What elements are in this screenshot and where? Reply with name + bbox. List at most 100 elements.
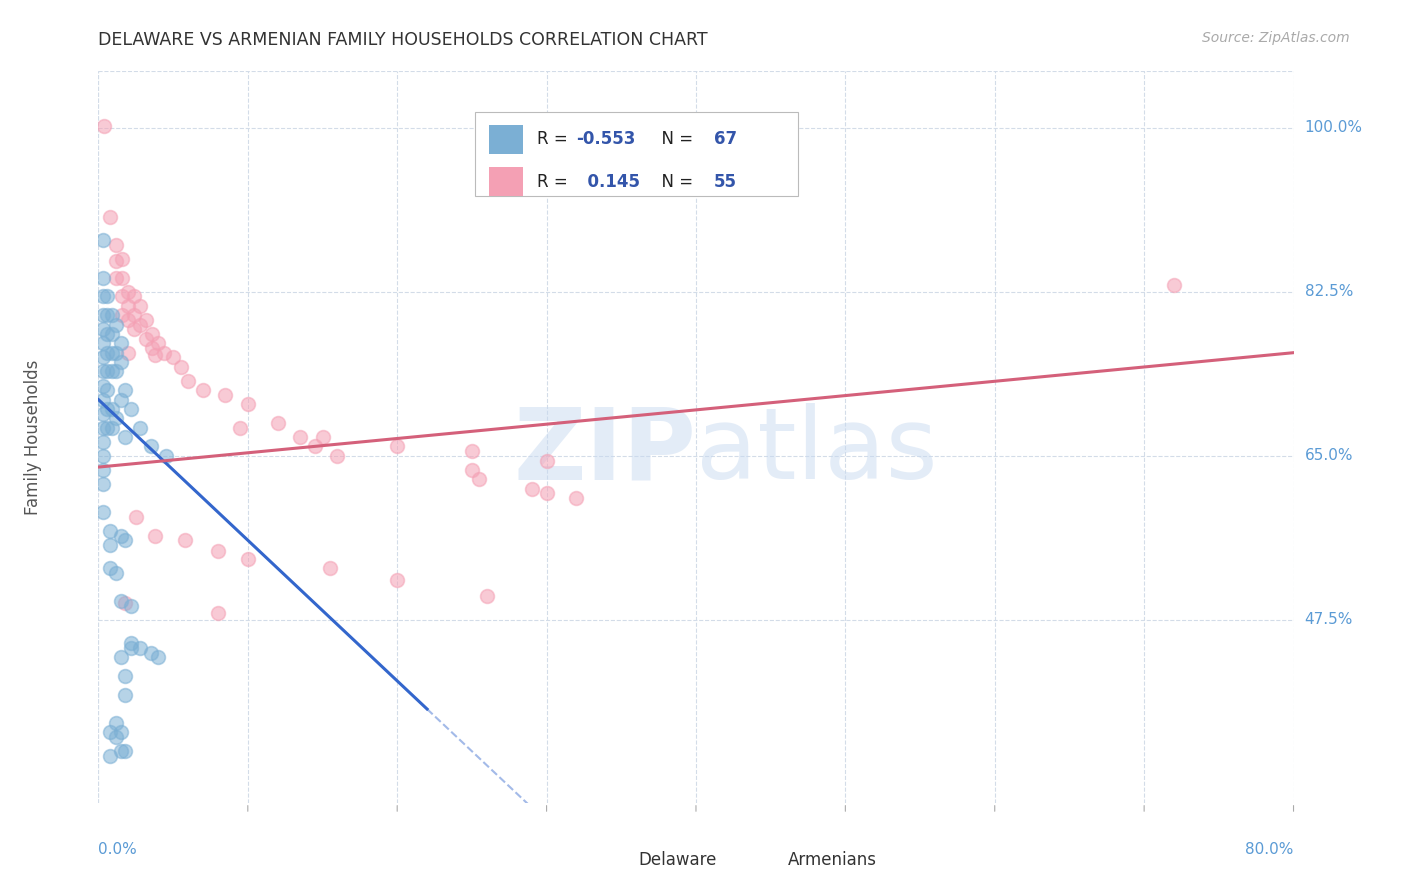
Point — [129, 641, 152, 656]
Point — [207, 607, 229, 621]
Text: Source: ZipAtlas.com: Source: ZipAtlas.com — [1202, 31, 1350, 45]
Point — [101, 364, 124, 378]
Text: ZIP: ZIP — [513, 403, 696, 500]
FancyBboxPatch shape — [489, 125, 523, 154]
Text: 0.145: 0.145 — [576, 173, 641, 191]
FancyBboxPatch shape — [595, 847, 624, 872]
Point — [101, 326, 124, 341]
Point — [461, 463, 484, 477]
Point — [124, 322, 146, 336]
Point — [129, 420, 152, 434]
Point — [101, 345, 124, 359]
Point — [229, 420, 252, 434]
Point — [319, 561, 342, 575]
Point — [111, 308, 134, 322]
Point — [114, 383, 136, 397]
Point — [114, 596, 136, 610]
Point — [114, 669, 136, 683]
Point — [385, 440, 409, 454]
Point — [110, 725, 132, 739]
Point — [91, 407, 114, 421]
Point — [191, 383, 214, 397]
Point — [120, 641, 142, 656]
Point — [91, 351, 114, 365]
Point — [214, 388, 236, 402]
Point — [385, 573, 409, 587]
Point — [105, 270, 128, 285]
Point — [120, 599, 142, 613]
Point — [520, 482, 543, 496]
Point — [111, 252, 134, 266]
Point — [105, 716, 128, 731]
Point — [91, 270, 114, 285]
Point — [96, 326, 118, 341]
Point — [536, 453, 558, 467]
Point — [105, 345, 128, 359]
Text: DELAWARE VS ARMENIAN FAMILY HOUSEHOLDS CORRELATION CHART: DELAWARE VS ARMENIAN FAMILY HOUSEHOLDS C… — [98, 31, 709, 49]
Point — [96, 383, 118, 397]
FancyBboxPatch shape — [489, 167, 523, 196]
Text: atlas: atlas — [696, 403, 938, 500]
Point — [111, 270, 134, 285]
Point — [91, 364, 114, 378]
Text: 55: 55 — [714, 173, 737, 191]
Point — [141, 341, 163, 355]
Point — [111, 289, 134, 303]
Point — [91, 322, 114, 336]
Point — [236, 397, 259, 411]
Point — [124, 308, 146, 322]
Point — [105, 364, 128, 378]
Point — [110, 355, 132, 369]
Point — [91, 289, 114, 303]
Text: 0.0%: 0.0% — [98, 842, 138, 856]
Point — [101, 308, 124, 322]
Point — [155, 449, 177, 463]
Point — [91, 420, 114, 434]
Point — [110, 336, 132, 351]
Point — [105, 237, 128, 252]
Point — [93, 119, 115, 133]
Point — [139, 646, 162, 660]
FancyBboxPatch shape — [744, 847, 773, 872]
Point — [267, 416, 290, 430]
Point — [91, 308, 114, 322]
Point — [91, 378, 114, 392]
Point — [117, 345, 139, 359]
Point — [110, 528, 132, 542]
Point — [96, 345, 118, 359]
Point — [98, 725, 122, 739]
Point — [98, 524, 122, 538]
Point — [135, 332, 157, 346]
Point — [120, 636, 142, 650]
Point — [98, 210, 122, 224]
Point — [135, 313, 157, 327]
Point — [148, 650, 170, 665]
Text: 47.5%: 47.5% — [1305, 613, 1353, 627]
Point — [117, 285, 139, 299]
Point — [304, 440, 326, 454]
Text: R =: R = — [537, 173, 574, 191]
Text: Family Households: Family Households — [24, 359, 42, 515]
Point — [114, 688, 136, 702]
Point — [468, 472, 491, 486]
Point — [153, 345, 176, 359]
Point — [475, 590, 498, 604]
Point — [288, 430, 311, 444]
Point — [148, 336, 170, 351]
Point — [326, 449, 349, 463]
Point — [110, 594, 132, 608]
Point — [105, 253, 128, 268]
Point — [105, 566, 128, 580]
FancyBboxPatch shape — [475, 112, 797, 195]
Point — [110, 650, 132, 665]
Point — [141, 326, 163, 341]
Text: N =: N = — [651, 130, 697, 148]
Point — [174, 533, 197, 548]
Point — [143, 528, 166, 542]
Point — [565, 491, 588, 505]
Point — [143, 347, 166, 361]
Text: 82.5%: 82.5% — [1305, 285, 1353, 299]
Point — [96, 364, 118, 378]
Text: 67: 67 — [714, 130, 737, 148]
Text: 100.0%: 100.0% — [1305, 120, 1362, 135]
